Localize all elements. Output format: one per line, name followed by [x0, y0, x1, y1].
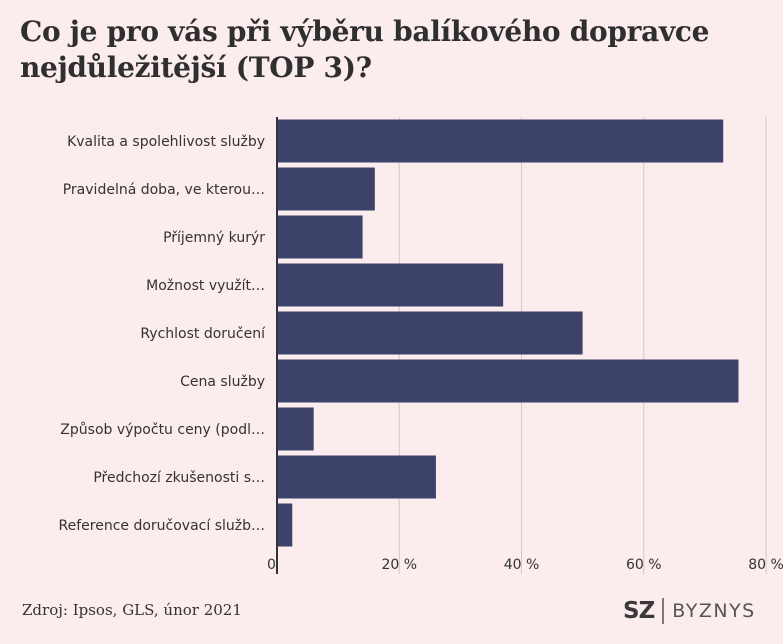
bar: [277, 407, 314, 451]
sz-byznys-logo: SZ BYZNYS: [623, 596, 756, 626]
logo-sz: SZ: [623, 598, 655, 624]
bar: [277, 167, 375, 211]
bar: [277, 263, 504, 307]
bar: [277, 311, 583, 355]
bar: [277, 359, 739, 403]
x-tick-label: 20 %: [381, 557, 417, 573]
x-tick-label: 0: [267, 557, 276, 573]
bar: [277, 455, 436, 499]
category-label: Způsob výpočtu ceny (podl…: [60, 422, 265, 438]
category-label: Pravidelná doba, ve kterou…: [63, 182, 265, 198]
bar-chart: Kvalita a spolehlivost služby Pravidelná …: [59, 117, 783, 574]
logo-byznys: BYZNYS: [672, 600, 756, 622]
category-labels: Kvalita a spolehlivost služby Pravidelná …: [59, 134, 267, 534]
category-label: Rychlost doručení: [140, 326, 266, 342]
x-tick-label: 80 %: [748, 557, 783, 573]
category-label: Kvalita a spolehlivost služby: [67, 134, 265, 150]
category-label: Příjemný kurýr: [163, 230, 265, 246]
category-label: Možnost využít…: [146, 278, 265, 294]
x-tick-label: 40 %: [504, 557, 540, 573]
bar: [277, 503, 293, 547]
bars: [277, 119, 739, 547]
category-label: Cena služby: [180, 374, 265, 390]
category-label: Předchozí zkušenosti s…: [93, 470, 265, 486]
bar: [277, 215, 363, 259]
chart-title: Co je pro vás při výběru balíkového dopr…: [20, 15, 710, 84]
x-tick-label: 60 %: [626, 557, 662, 573]
category-label: Reference doručovací služb…: [59, 518, 266, 534]
source-note: Zdroj: Ipsos, GLS, únor 2021: [22, 601, 242, 619]
bar: [277, 119, 724, 163]
x-tick-labels: 0 20 % 40 % 60 % 80 %: [267, 557, 783, 573]
logo-divider: [662, 598, 665, 624]
